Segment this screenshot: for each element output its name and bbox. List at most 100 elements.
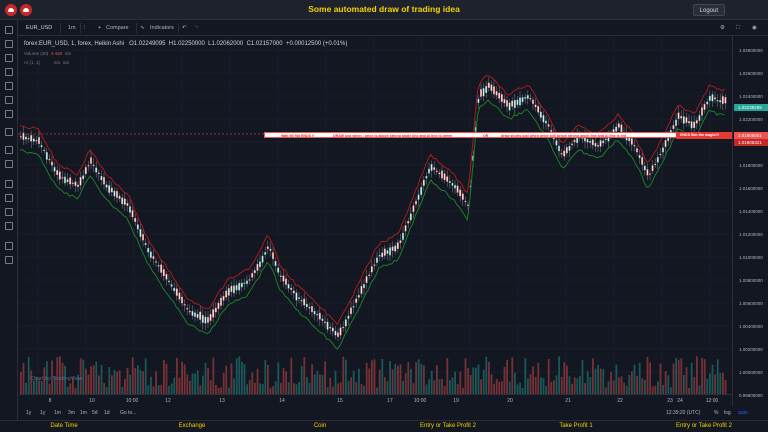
candle: [482, 88, 485, 97]
volume-bar: [53, 376, 56, 394]
volume-bar: [280, 382, 282, 394]
percent-toggle[interactable]: %: [714, 410, 719, 416]
candle: [545, 120, 547, 124]
volume-bar: [191, 373, 194, 394]
candle: [656, 157, 659, 163]
utc-clock[interactable]: 12:39:20 (UTC): [666, 410, 701, 416]
volume-bar: [683, 375, 685, 394]
indicators-button[interactable]: Indicators: [150, 25, 174, 31]
fullscreen-icon[interactable]: ⛶: [736, 25, 740, 31]
candle: [212, 309, 215, 318]
volume-bar: [454, 371, 456, 394]
price-axis[interactable]: 1.02800000 1.02600000 1.02400000 1.02200000…: [732, 36, 768, 406]
volume-bar: [248, 379, 251, 394]
candle: [688, 121, 690, 124]
candle: [43, 149, 46, 152]
candle: [352, 306, 355, 308]
fib-icon[interactable]: [5, 54, 13, 62]
candle: [173, 287, 176, 292]
symbol-search[interactable]: EUR_USD: [26, 25, 53, 31]
range-7[interactable]: 1d: [104, 410, 110, 416]
interval-button[interactable]: 1m: [68, 25, 76, 31]
pattern-icon[interactable]: [5, 96, 13, 104]
volume-bar: [716, 359, 719, 394]
volume-study-label[interactable]: Volume (20): [24, 51, 49, 56]
range-1[interactable]: 1y: [26, 410, 32, 416]
candle: [222, 295, 225, 301]
volume-bar: [378, 369, 381, 394]
brush-icon[interactable]: [5, 68, 13, 76]
volume-bar: [337, 383, 339, 394]
candle: [321, 318, 324, 321]
auto-toggle[interactable]: auto: [738, 410, 748, 416]
logout-button[interactable]: Logout: [692, 4, 725, 16]
ai-study-label[interactable]: AI (1, 1): [24, 60, 41, 65]
volume-bar: [399, 364, 402, 394]
candle: [682, 116, 685, 124]
menu-icon[interactable]: [5, 4, 17, 16]
magnet-icon[interactable]: [5, 180, 13, 188]
zoom-icon[interactable]: [5, 160, 13, 168]
volume-bar: [467, 368, 469, 394]
volume-bar: [459, 371, 462, 394]
volume-bar: [623, 382, 625, 394]
candle: [82, 175, 85, 180]
legend-symbol[interactable]: forex:EUR_USD, 1, forex, Heikin Ashi: [24, 41, 125, 47]
col-exchange: Exchange: [178, 423, 206, 429]
candle: [703, 104, 706, 110]
favorites-icon[interactable]: [5, 242, 13, 250]
candle: [381, 252, 384, 258]
volume-bar: [358, 368, 360, 394]
candle: [435, 170, 438, 172]
indicators-icon[interactable]: ∿: [140, 25, 145, 31]
range-3[interactable]: 1m: [54, 410, 61, 416]
tradingview-watermark[interactable]: Chart by TradingView: [30, 376, 83, 382]
candle: [620, 124, 623, 133]
candle: [714, 97, 716, 100]
candle: [513, 99, 516, 109]
range-4[interactable]: 3m: [68, 410, 75, 416]
time-axis[interactable]: 8 10 10:00 12 13 14 15 17 10:00 19 20 21 22 23 24 12:00: [18, 394, 732, 406]
candle: [628, 137, 631, 142]
volume-bar: [415, 362, 417, 394]
settings-icon[interactable]: ⚙: [720, 25, 725, 31]
candle: [199, 311, 202, 320]
volume-bar: [607, 381, 610, 394]
chart-style-icon[interactable]: ⫶: [84, 25, 86, 31]
candle: [92, 164, 95, 167]
goto-button[interactable]: Go to...: [120, 410, 137, 416]
compare-icon[interactable]: +: [98, 25, 102, 31]
prediction-icon[interactable]: [5, 110, 13, 118]
log-toggle[interactable]: log: [724, 410, 731, 416]
lock-icon[interactable]: [5, 208, 13, 216]
range-6[interactable]: 5d: [92, 410, 98, 416]
price-chart[interactable]: [18, 36, 732, 394]
back-icon[interactable]: [5, 128, 13, 136]
candle: [537, 106, 540, 113]
account-icon[interactable]: [20, 4, 32, 16]
time-tick: 15: [337, 398, 343, 404]
trend-line-icon[interactable]: [5, 40, 13, 48]
snapshot-icon[interactable]: ◉: [752, 25, 757, 31]
volume-bar: [397, 365, 399, 394]
time-tick: 24: [677, 398, 683, 404]
undo-icon[interactable]: ↶: [182, 25, 187, 31]
text-icon[interactable]: [5, 82, 13, 90]
crosshair-icon[interactable]: [5, 26, 13, 34]
candle: [108, 185, 111, 193]
trash-icon[interactable]: [5, 256, 13, 264]
volume-bar: [394, 363, 397, 394]
redo-icon[interactable]: ↷: [194, 25, 199, 31]
volume-bar: [43, 367, 46, 394]
price-tick: 1.00400000: [739, 324, 763, 329]
compare-button[interactable]: Compare: [106, 25, 129, 31]
volume-bar: [438, 379, 441, 394]
stay-drawing-icon[interactable]: [5, 194, 13, 202]
candle: [490, 84, 493, 92]
hide-icon[interactable]: [5, 222, 13, 230]
range-2[interactable]: 1y: [40, 410, 46, 416]
volume-bar: [92, 365, 95, 394]
range-5[interactable]: 1m: [80, 410, 87, 416]
candle: [412, 205, 415, 213]
measure-icon[interactable]: [5, 146, 13, 154]
